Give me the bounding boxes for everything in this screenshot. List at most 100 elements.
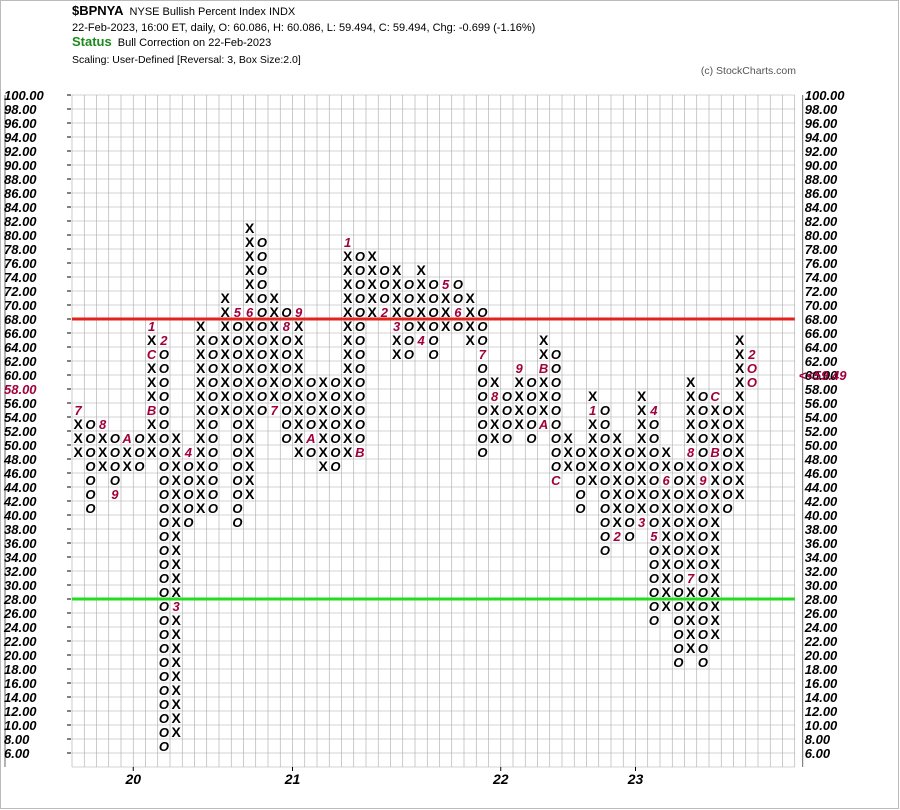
y-tick-label-left: 48.00 [3, 452, 37, 467]
o-box: O [698, 431, 708, 446]
x-box: X [294, 402, 304, 418]
o-box: O [502, 389, 512, 404]
y-tick-label-left: 68.00 [4, 312, 37, 327]
x-box: X [220, 304, 230, 320]
o-box: O [257, 277, 267, 292]
o-box: O [526, 403, 536, 418]
month-marker: 1 [344, 235, 351, 250]
o-box: O [698, 417, 708, 432]
y-tick-label-left: 8.00 [4, 732, 30, 747]
o-box: O [722, 473, 732, 488]
x-box: X [637, 430, 647, 446]
x-box: X [343, 346, 353, 362]
o-box: O [208, 403, 218, 418]
o-box: O [600, 473, 610, 488]
o-box: O [306, 445, 316, 460]
o-box: O [85, 417, 95, 432]
x-box: X [269, 290, 279, 306]
o-box: O [453, 319, 463, 334]
x-box: X [147, 374, 157, 390]
month-marker: 8 [99, 417, 107, 432]
y-tick-label-right: 12.00 [805, 704, 838, 719]
o-box: O [330, 445, 340, 460]
o-box: O [453, 291, 463, 306]
o-box: O [673, 613, 683, 628]
x-box: X [245, 346, 255, 362]
x-box: X [171, 654, 181, 670]
x-box: X [710, 584, 720, 600]
x-box: X [539, 346, 549, 362]
month-marker: 4 [649, 403, 658, 418]
x-box: X [171, 444, 181, 460]
x-box: X [612, 500, 622, 516]
y-tick-label-left: 38.00 [4, 522, 37, 537]
x-box: X [563, 458, 573, 474]
x-box: X [661, 528, 671, 544]
month-marker: 6 [454, 305, 462, 320]
x-axis-year-label: 23 [627, 771, 644, 787]
o-box: O [722, 501, 732, 516]
x-box: X [343, 430, 353, 446]
x-box: X [563, 444, 573, 460]
month-marker: 8 [283, 319, 291, 334]
x-box: X [686, 388, 696, 404]
o-box: O [575, 445, 585, 460]
x-box: X [637, 402, 647, 418]
x-box: X [220, 332, 230, 348]
o-box: O [551, 361, 561, 376]
x-box: X [245, 276, 255, 292]
o-box: O [698, 515, 708, 530]
month-marker: 7 [687, 571, 695, 586]
o-box: O [551, 459, 561, 474]
o-box: O [698, 655, 708, 670]
y-tick-label-left: 70.00 [4, 298, 37, 313]
y-tick-label-right: 76.00 [805, 256, 838, 271]
x-box: X [686, 472, 696, 488]
x-box: X [269, 388, 279, 404]
x-box: X [73, 444, 83, 460]
x-box: X [147, 388, 157, 404]
month-marker: 2 [613, 529, 622, 544]
month-marker: 3 [638, 515, 646, 530]
x-box: X [294, 346, 304, 362]
y-tick-label-right: 28.00 [804, 592, 838, 607]
o-box: O [477, 305, 487, 320]
x-box: X [171, 486, 181, 502]
month-marker: 5 [234, 305, 242, 320]
month-marker: A [538, 417, 548, 432]
o-box: O [183, 487, 193, 502]
o-box: O [698, 585, 708, 600]
price-stats: 22-Feb-2023, 16:00 ET, daily, O: 60.086,… [72, 22, 536, 34]
o-box: O [208, 375, 218, 390]
y-tick-label-right: 42.00 [804, 494, 838, 509]
o-box: O [306, 389, 316, 404]
o-box: O [355, 333, 365, 348]
x-box: X [269, 374, 279, 390]
o-box: O [477, 375, 487, 390]
x-box: X [465, 304, 475, 320]
x-box: X [710, 626, 720, 642]
x-box: X [318, 374, 328, 390]
x-box: X [367, 248, 377, 264]
x-box: X [343, 416, 353, 432]
x-box: X [686, 626, 696, 642]
o-box: O [453, 277, 463, 292]
x-box: X [441, 304, 451, 320]
o-box: O [232, 347, 242, 362]
o-box: O [232, 403, 242, 418]
x-axis-year-label: 20 [124, 771, 141, 787]
o-box: O [208, 389, 218, 404]
y-tick-label-left: 14.00 [4, 690, 37, 705]
scaling-info: Scaling: User-Defined [Reversal: 3, Box … [72, 54, 301, 66]
x-box: X [710, 570, 720, 586]
o-box: O [232, 361, 242, 376]
o-box: O [281, 347, 291, 362]
o-box: O [232, 417, 242, 432]
month-marker: 3 [173, 599, 181, 614]
x-box: X [735, 416, 745, 432]
o-box: O [306, 417, 316, 432]
x-box: X [735, 388, 745, 404]
x-box: X [514, 374, 524, 390]
x-box: X [220, 402, 230, 418]
month-marker: C [551, 473, 561, 488]
